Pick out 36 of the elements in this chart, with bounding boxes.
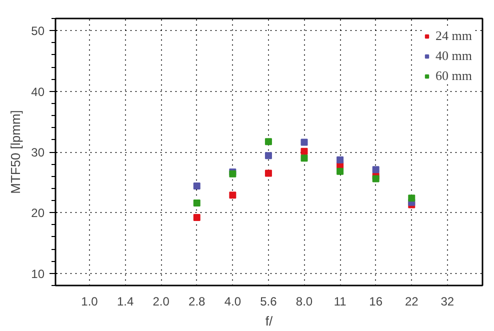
point xyxy=(372,175,380,182)
x-tick-label: 2.8 xyxy=(188,294,206,308)
point xyxy=(408,194,416,202)
point xyxy=(193,199,200,206)
x-tick-label: 32 xyxy=(440,294,454,308)
point xyxy=(336,168,344,175)
legend-label: 40 mm xyxy=(436,48,472,64)
point xyxy=(193,214,200,222)
x-tick-label: 11 xyxy=(334,294,347,308)
y-tick-label: 30 xyxy=(31,146,45,160)
x-tick-label: 22 xyxy=(404,294,419,308)
point xyxy=(300,154,308,162)
point xyxy=(264,152,272,160)
x-axis-title: f/ xyxy=(265,314,273,328)
legend-label: 24 mm xyxy=(436,28,472,44)
point xyxy=(300,138,308,146)
x-tick-label: 8.0 xyxy=(296,294,313,308)
point xyxy=(300,148,308,155)
x-tick-label: 4.0 xyxy=(224,294,242,308)
y-axis-title: MTF50 [lpmm] xyxy=(8,110,24,194)
point xyxy=(372,166,380,174)
point xyxy=(229,192,236,199)
x-tick-label: 5.6 xyxy=(260,294,278,308)
x-tick-label: 16 xyxy=(369,294,383,308)
y-tick-label: 10 xyxy=(31,266,45,281)
point xyxy=(264,138,272,146)
point xyxy=(336,156,344,164)
x-tick-label: 2.0 xyxy=(152,294,170,308)
x-tick-label: 1.0 xyxy=(81,294,98,308)
y-tick-label: 50 xyxy=(31,24,45,38)
point xyxy=(193,182,200,190)
y-tick-label: 40 xyxy=(31,84,45,99)
point xyxy=(264,170,272,177)
legend-label: 60 mm xyxy=(436,68,472,84)
x-tick-label: 1.4 xyxy=(116,294,134,308)
y-tick-label: 20 xyxy=(31,206,45,220)
